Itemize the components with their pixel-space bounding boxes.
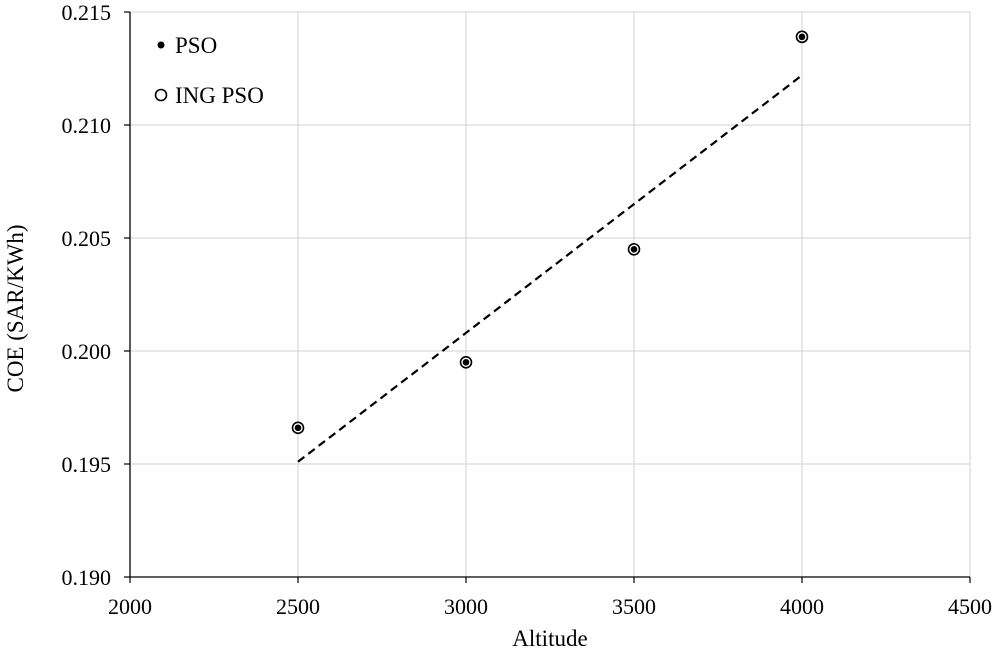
x-tick-label: 2000 xyxy=(108,594,152,619)
y-tick-label: 0.195 xyxy=(62,452,112,477)
trendline xyxy=(297,74,803,463)
tick-labels: 2000 2500 3000 3500 4000 4500 0.190 0.195 0.200 0… xyxy=(62,0,993,619)
data-points xyxy=(291,30,809,435)
x-axis-title: Altitude xyxy=(512,626,587,651)
legend: PSO ING PSO xyxy=(154,33,264,108)
y-tick-label: 0.200 xyxy=(62,339,112,364)
grid-layer xyxy=(130,11,971,577)
point-pso xyxy=(798,33,806,41)
y-tick-label: 0.210 xyxy=(62,113,112,138)
x-tick-label: 3000 xyxy=(444,594,488,619)
legend-marker-pso xyxy=(157,41,165,49)
y-tick-label: 0.205 xyxy=(62,226,112,251)
legend-label-ing-pso: ING PSO xyxy=(175,83,264,108)
y-axis-title: COE (SAR/KWh) xyxy=(3,224,28,392)
y-tick-label: 0.190 xyxy=(62,565,112,590)
point-pso xyxy=(294,424,302,432)
x-tick-label: 4500 xyxy=(948,594,992,619)
x-tick-label: 3500 xyxy=(612,594,656,619)
point-pso xyxy=(630,246,638,253)
trendline-layer xyxy=(297,74,803,463)
point-pso xyxy=(462,359,470,366)
legend-label-pso: PSO xyxy=(175,33,217,58)
legend-marker-ing-pso xyxy=(154,88,168,102)
x-tick-label: 4000 xyxy=(780,594,824,619)
y-tick-label: 0.215 xyxy=(62,0,112,25)
x-tick-label: 2500 xyxy=(276,594,320,619)
axis-layer xyxy=(124,11,971,583)
